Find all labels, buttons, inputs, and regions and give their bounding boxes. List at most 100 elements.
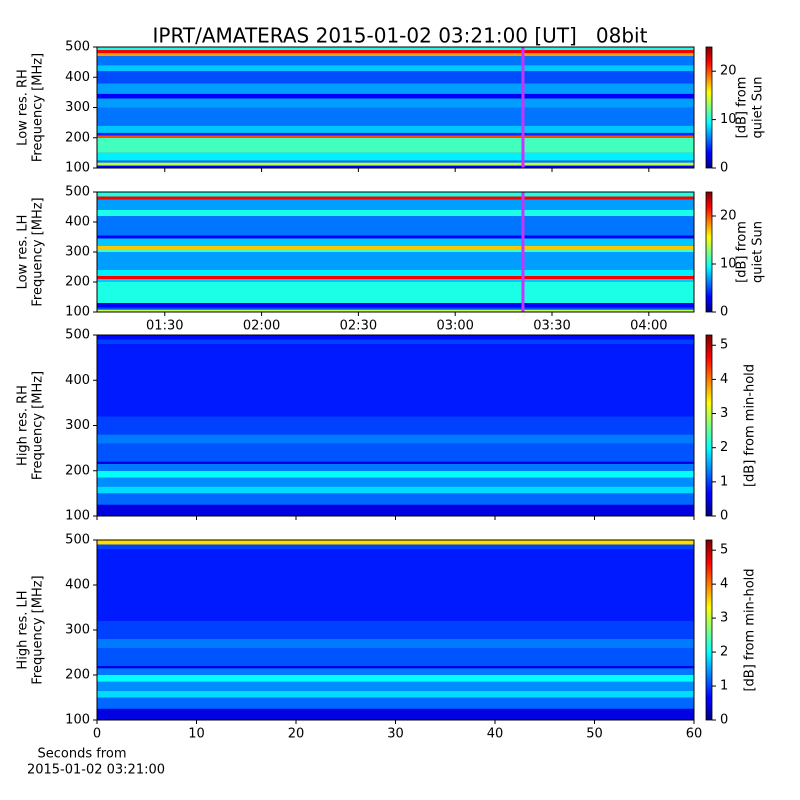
spectrum-band bbox=[97, 335, 694, 340]
spectrum-band bbox=[97, 282, 694, 303]
spectrum-band bbox=[97, 504, 694, 516]
x-tick-label: 30 bbox=[387, 727, 404, 742]
x-tick-label: 20 bbox=[288, 727, 305, 742]
colorbar-tick-label: 0 bbox=[720, 305, 728, 320]
spectrum-band bbox=[97, 639, 694, 648]
y-tick-label: 400 bbox=[65, 373, 90, 388]
colorbar-tick-label: 0 bbox=[720, 713, 728, 728]
colorbar-label: quiet Sun bbox=[751, 221, 766, 283]
colorbar bbox=[705, 334, 713, 517]
x-tick-label: 02:00 bbox=[243, 319, 280, 334]
y-tick-label: 300 bbox=[65, 418, 90, 433]
spectrum-band bbox=[97, 162, 694, 166]
y-tick-label: 200 bbox=[65, 130, 90, 145]
y-tick-label: 100 bbox=[65, 161, 90, 176]
spectrum-band bbox=[97, 56, 694, 66]
spectrum-band bbox=[97, 470, 694, 478]
colorbar-tick-label: 20 bbox=[720, 64, 737, 79]
y-tick-label: 500 bbox=[65, 185, 90, 200]
spectrum-band bbox=[97, 192, 694, 197]
y-tick-label: 300 bbox=[65, 245, 90, 260]
spectrum-band bbox=[97, 443, 694, 462]
x-tick-label: 10 bbox=[188, 727, 205, 742]
x-tick-label: 03:00 bbox=[436, 319, 473, 334]
x-tick-label: 60 bbox=[686, 727, 703, 742]
spectrum-band bbox=[97, 681, 694, 691]
spectrum-band bbox=[97, 544, 694, 549]
spectrum-band bbox=[97, 50, 694, 54]
x-tick-label: 02:30 bbox=[340, 319, 377, 334]
y-axis-label: High res. RH bbox=[16, 385, 31, 466]
x-tick-label: 50 bbox=[586, 727, 603, 742]
spectrum-band bbox=[97, 47, 694, 51]
spectrum-band bbox=[97, 648, 694, 666]
spectrum-band bbox=[97, 107, 694, 126]
spectrum-band bbox=[97, 276, 694, 279]
y-tick-label: 500 bbox=[65, 40, 90, 55]
y-axis-label: Frequency [MHz] bbox=[31, 197, 46, 306]
y-axis-label: Frequency [MHz] bbox=[31, 575, 46, 684]
spectrum-band bbox=[97, 246, 694, 249]
colorbar-label: quiet Sun bbox=[751, 76, 766, 138]
y-tick-label: 400 bbox=[65, 215, 90, 230]
y-tick-label: 200 bbox=[65, 275, 90, 290]
spectrum-band bbox=[97, 249, 694, 252]
spectrum-band bbox=[97, 132, 694, 136]
colorbar-tick-label: 3 bbox=[720, 406, 728, 421]
spectrum-band bbox=[97, 461, 694, 464]
spectrum-band bbox=[97, 309, 694, 312]
spectrum-band bbox=[97, 270, 694, 276]
spectrum-band bbox=[97, 690, 694, 698]
x-tick-label: 04:00 bbox=[630, 319, 667, 334]
y-tick-label: 400 bbox=[65, 70, 90, 85]
spectrum-band bbox=[97, 307, 694, 310]
colorbar-tick-label: 3 bbox=[720, 611, 728, 626]
spectrum-band bbox=[97, 98, 694, 108]
y-axis-label: Frequency [MHz] bbox=[31, 371, 46, 480]
x-tick-label: 40 bbox=[487, 727, 504, 742]
spectrum-band bbox=[97, 621, 694, 639]
y-axis-label: High res. LH bbox=[16, 590, 31, 669]
x-tick-label: 01:30 bbox=[146, 319, 183, 334]
spectrum-band bbox=[97, 666, 694, 669]
y-tick-label: 100 bbox=[65, 305, 90, 320]
y-tick-label: 500 bbox=[65, 533, 90, 548]
spectrum-band bbox=[97, 152, 694, 161]
spectrum-band bbox=[97, 165, 694, 168]
colorbar-tick-label: 0 bbox=[720, 161, 728, 176]
spectrum-band bbox=[97, 697, 694, 709]
colorbar-tick-label: 1 bbox=[720, 679, 728, 694]
spectrum-band bbox=[97, 137, 694, 153]
spectrum-band bbox=[97, 83, 694, 94]
y-tick-label: 200 bbox=[65, 463, 90, 478]
colorbar-tick-label: 4 bbox=[720, 372, 728, 387]
y-axis-label: Frequency [MHz] bbox=[31, 53, 46, 162]
colorbar-label: [dB] from bbox=[735, 221, 750, 283]
spectrum-band bbox=[97, 216, 694, 236]
spectrum-band bbox=[97, 65, 694, 72]
spectrum-band bbox=[97, 493, 694, 505]
spectrum-band bbox=[97, 477, 694, 487]
spectrum-band bbox=[97, 238, 694, 246]
colorbar-tick-label: 2 bbox=[720, 440, 728, 455]
colorbar bbox=[705, 46, 713, 169]
y-tick-label: 100 bbox=[65, 509, 90, 524]
spectrum-band bbox=[97, 235, 694, 239]
colorbar bbox=[705, 191, 713, 313]
spectrum-band bbox=[97, 71, 694, 84]
colorbar-label: [dB] from min-hold bbox=[743, 568, 758, 691]
spectrum-band bbox=[97, 463, 694, 471]
spectrum-band bbox=[97, 675, 694, 682]
spectrum-band bbox=[97, 252, 694, 270]
spectrum-band bbox=[97, 279, 694, 282]
colorbar-tick-label: 5 bbox=[720, 338, 728, 353]
spectrum-band bbox=[97, 303, 694, 308]
spectrum-band bbox=[97, 549, 694, 621]
spectrum-band bbox=[97, 668, 694, 675]
y-tick-label: 500 bbox=[65, 328, 90, 343]
x-tick-label: 0 bbox=[93, 727, 101, 742]
spectrum-band bbox=[97, 540, 694, 545]
y-tick-label: 400 bbox=[65, 578, 90, 593]
y-axis-label: Low res. RH bbox=[16, 69, 31, 146]
